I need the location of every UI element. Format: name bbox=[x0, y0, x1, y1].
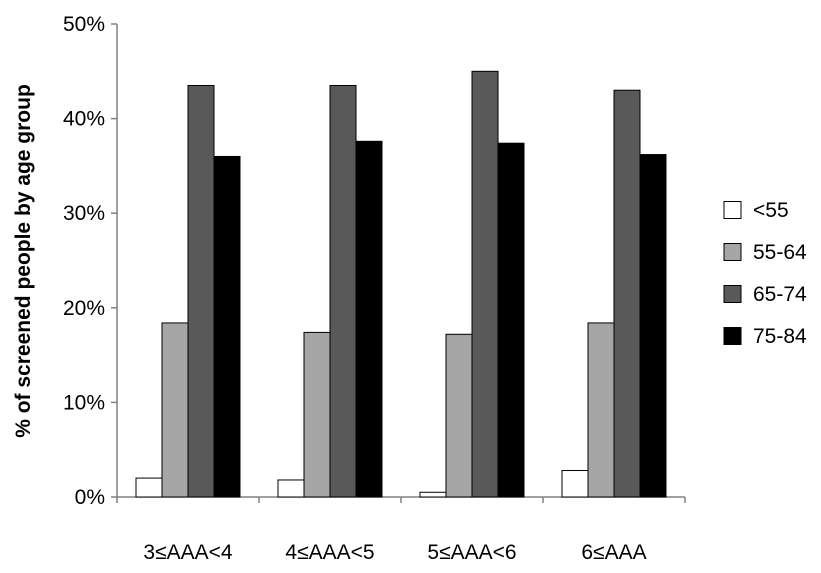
bar bbox=[419, 491, 447, 498]
x-tick-label: 6≤AAA bbox=[581, 541, 646, 564]
bar bbox=[161, 322, 189, 498]
bar bbox=[187, 84, 215, 498]
legend-item: 65-74 bbox=[723, 283, 807, 306]
y-axis-ticks: 0% 10% 20% 30% 40% 50% bbox=[63, 13, 117, 509]
legend-label: 75-84 bbox=[753, 325, 807, 348]
y-tick-label: 0% bbox=[75, 486, 105, 509]
legend-swatch bbox=[723, 285, 742, 303]
bar bbox=[135, 477, 163, 498]
legend-label: 65-74 bbox=[753, 283, 807, 306]
bar bbox=[639, 154, 667, 498]
legend-swatch bbox=[723, 201, 742, 219]
bar bbox=[445, 333, 473, 498]
y-tick-label: 30% bbox=[63, 202, 105, 225]
bar bbox=[329, 84, 357, 498]
bar bbox=[613, 89, 641, 498]
x-tick-label: 4≤AAA<5 bbox=[285, 541, 374, 564]
y-tick-label: 10% bbox=[63, 391, 105, 414]
legend-swatch bbox=[723, 327, 742, 345]
y-tick-label: 40% bbox=[63, 108, 105, 131]
x-axis-ticks: 3≤AAA<4 4≤AAA<5 5≤AAA<6 6≤AAA bbox=[116, 497, 686, 564]
bars bbox=[135, 70, 667, 498]
x-tick-label: 5≤AAA<6 bbox=[427, 541, 516, 564]
y-axis-title: % of screened people by age group bbox=[12, 84, 35, 438]
x-tick-label: 3≤AAA<4 bbox=[143, 541, 232, 564]
bar bbox=[355, 140, 383, 498]
legend-label: 55-64 bbox=[753, 241, 807, 264]
legend-item: 55-64 bbox=[723, 241, 807, 264]
bar bbox=[303, 331, 331, 498]
bar bbox=[587, 322, 615, 498]
y-tick-label: 50% bbox=[63, 13, 105, 36]
bar bbox=[213, 155, 241, 498]
legend-swatch bbox=[723, 243, 742, 261]
bar bbox=[471, 70, 499, 498]
legend-label: <55 bbox=[753, 199, 789, 222]
y-axis-title-group: % of screened people by age group bbox=[12, 84, 35, 438]
bar bbox=[497, 142, 525, 498]
legend-item: 75-84 bbox=[723, 325, 807, 348]
legend-item: <55 bbox=[723, 199, 789, 222]
legend: <55 55-64 65-74 75-84 bbox=[723, 199, 807, 348]
y-tick-label: 20% bbox=[63, 297, 105, 320]
bar bbox=[561, 470, 589, 498]
bar bbox=[277, 479, 305, 498]
